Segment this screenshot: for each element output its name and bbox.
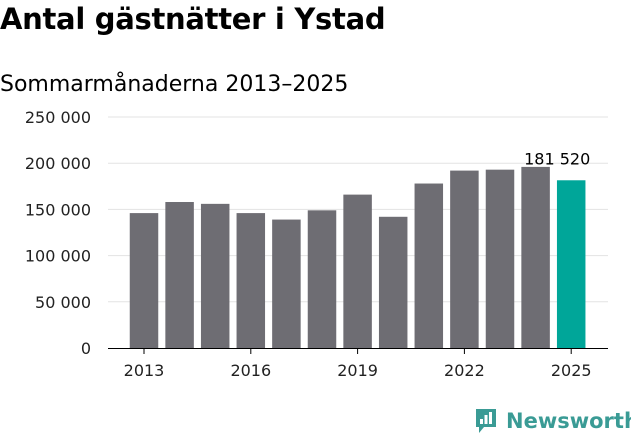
bar: [343, 194, 372, 348]
bar-chart-speech-bubble-icon: [476, 409, 496, 433]
x-tick-label: 2025: [551, 361, 592, 380]
x-tick-label: 2019: [337, 361, 378, 380]
data-label: 181 520: [524, 149, 590, 168]
bar: [521, 166, 550, 348]
chart-title: Antal gästnätter i Ystad: [0, 2, 386, 36]
bar: [272, 219, 301, 348]
bar: [129, 213, 159, 348]
bar: [378, 216, 408, 348]
chart-subtitle: Sommarmånaderna 2013–2025: [0, 72, 349, 97]
bar: [165, 202, 194, 348]
bar: [450, 170, 479, 348]
bar: [485, 169, 515, 348]
bar: [200, 203, 230, 348]
y-tick-label: 250 000: [25, 108, 91, 127]
y-tick-label: 50 000: [35, 293, 91, 312]
bar: [556, 180, 586, 348]
brand-name: Newsworthy: [506, 409, 631, 433]
bar-chart: 0 50 000 100 000 150 000 200 000 250 000 2013 2…: [25, 108, 608, 380]
bar: [414, 183, 444, 348]
y-tick-label: 150 000: [25, 200, 91, 219]
bar: [236, 213, 266, 348]
x-tick-label: 2022: [444, 361, 485, 380]
x-tick-label: 2016: [230, 361, 271, 380]
y-tick-label: 100 000: [25, 247, 91, 266]
y-tick-label: 200 000: [25, 154, 91, 173]
y-tick-label: 0: [81, 339, 91, 358]
bar: [307, 210, 337, 348]
newsworthy-logo: Newsworthy: [474, 406, 631, 436]
x-tick-label: 2013: [124, 361, 165, 380]
